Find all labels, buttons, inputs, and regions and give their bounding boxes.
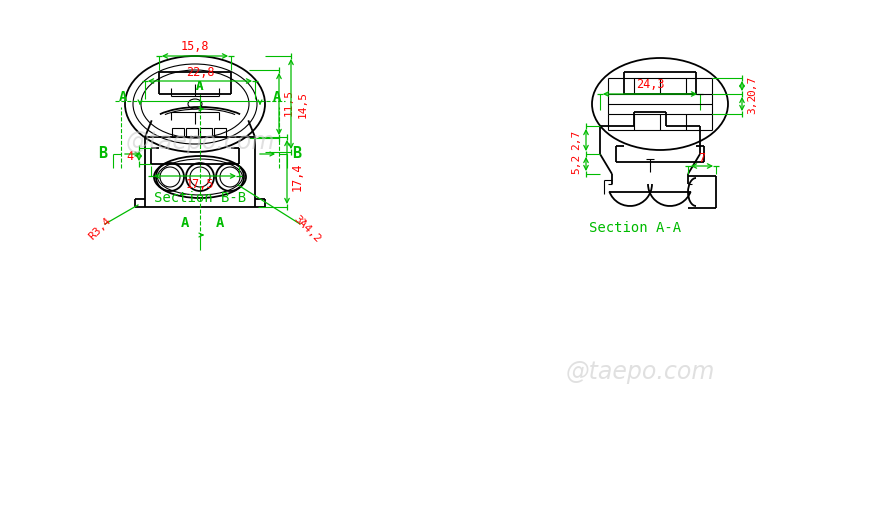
Text: A: A [273,90,281,104]
Text: 7: 7 [699,152,706,164]
Text: 17,5: 17,5 [186,179,214,192]
Text: Section B-B: Section B-B [154,191,246,205]
Text: 2,7: 2,7 [571,130,581,150]
Text: 17,4: 17,4 [291,163,303,191]
Text: 14,5: 14,5 [298,90,308,118]
Text: Section A-A: Section A-A [589,221,681,235]
Text: 11,5: 11,5 [284,88,294,115]
Text: A: A [196,80,204,93]
Text: R3,4: R3,4 [87,216,113,242]
Text: 4: 4 [126,149,133,162]
Text: 24,3: 24,3 [636,79,664,92]
Bar [186,128,198,137]
Text: B: B [292,146,301,162]
Text: @taepo.com: @taepo.com [125,130,275,154]
Text: A: A [180,216,189,230]
Bar [172,128,184,137]
Text: 0,7: 0,7 [747,76,757,96]
Text: 3Ά4,2: 3Ά4,2 [292,213,323,245]
Text: A: A [119,90,127,104]
Text: 22,8: 22,8 [186,66,214,79]
Text: 5,2: 5,2 [571,154,581,174]
Text: B: B [99,146,108,162]
Text: 15,8: 15,8 [180,40,209,54]
Bar [200,128,212,137]
Text: A: A [196,80,204,93]
Bar [214,128,226,137]
Text: 3,2: 3,2 [747,94,757,114]
Text: A: A [216,216,224,230]
Text: @taepo.com: @taepo.com [565,360,715,384]
